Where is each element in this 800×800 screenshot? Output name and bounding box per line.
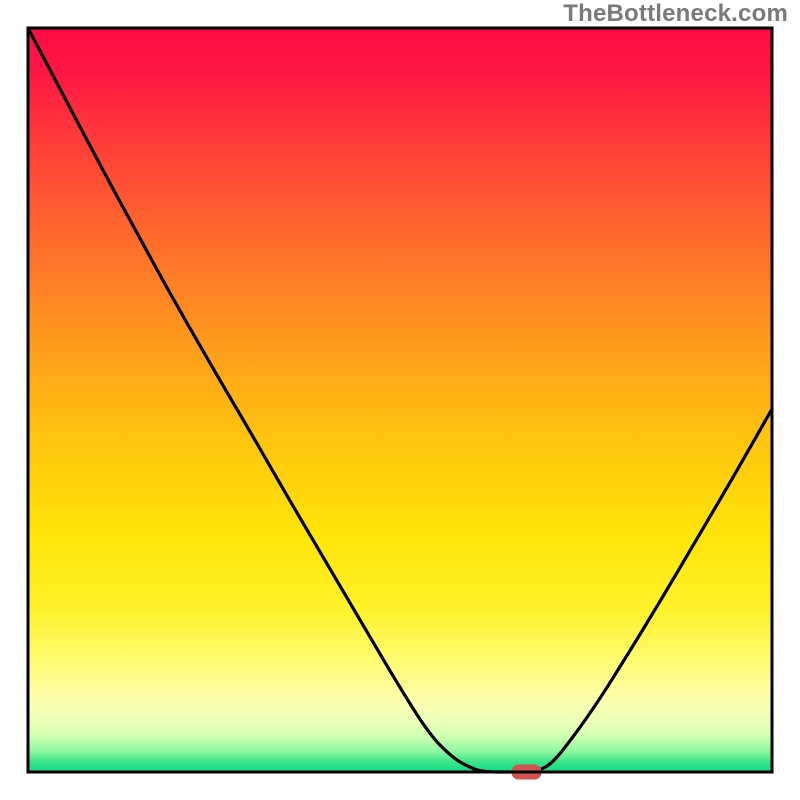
watermark-label: TheBottleneck.com	[563, 0, 788, 28]
bottleneck-chart	[0, 0, 800, 800]
chart-container: TheBottleneck.com	[0, 0, 800, 800]
gradient-background	[28, 28, 772, 772]
